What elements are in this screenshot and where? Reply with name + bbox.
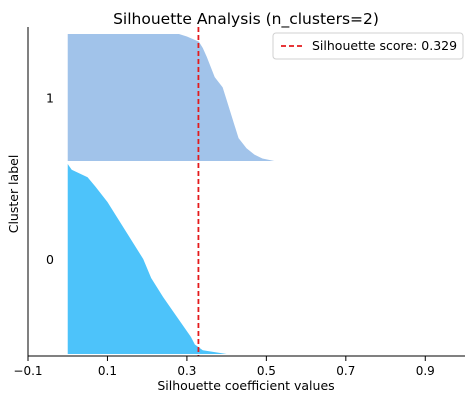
x-tick-label: 0.5: [257, 364, 276, 378]
x-tick-label: 0.9: [416, 364, 435, 378]
cluster-1-label: 1: [46, 91, 54, 106]
x-tick-label: 0.7: [336, 364, 355, 378]
cluster-0-label: 0: [46, 252, 54, 267]
cluster-1-silhouette-area: [67, 34, 275, 161]
legend-label: Silhouette score: 0.329: [312, 38, 457, 53]
legend: Silhouette score: 0.329: [272, 32, 464, 60]
plot-area: 01: [46, 27, 275, 356]
axes: −0.1 0.1 0.3 0.5 0.7 0.9: [13, 27, 465, 378]
x-tick-label: −0.1: [13, 364, 42, 378]
y-axis-label: Cluster label: [6, 155, 21, 234]
x-tick-label: 0.1: [98, 364, 117, 378]
chart-title: Silhouette Analysis (n_clusters=2): [113, 10, 379, 29]
x-tick-label: 0.3: [177, 364, 196, 378]
legend-box: [272, 32, 464, 60]
cluster-0-silhouette-area: [67, 164, 227, 354]
x-axis-label: Silhouette coefficient values: [157, 378, 334, 393]
